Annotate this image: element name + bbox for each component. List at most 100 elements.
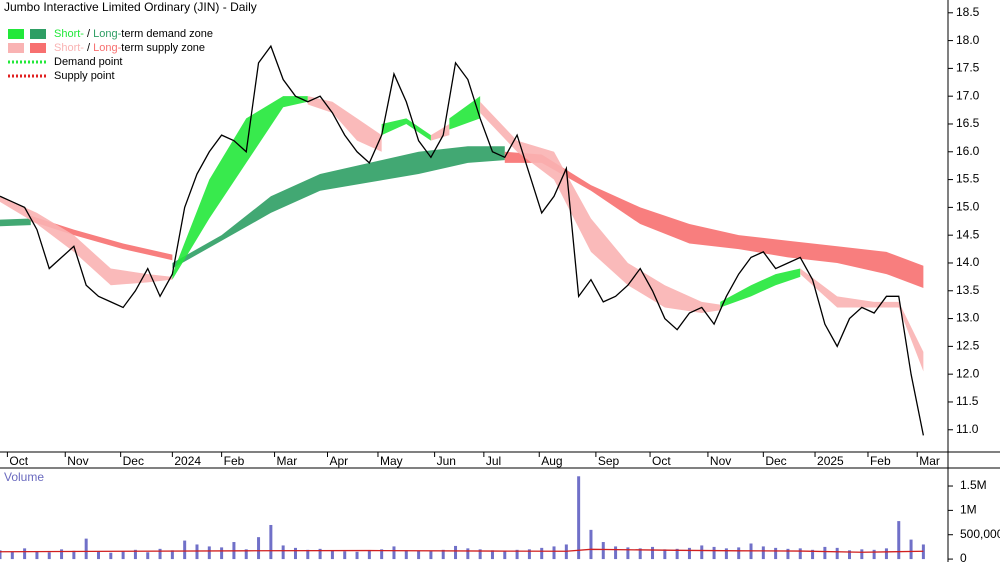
volume-average — [0, 548, 924, 553]
volume-bar — [909, 539, 913, 560]
volume-bar — [72, 550, 76, 560]
volume-bar — [84, 538, 88, 560]
y-tick-label: 12.5 — [956, 339, 980, 353]
volume-bar — [170, 550, 174, 560]
y-tick-label: 16.5 — [956, 116, 980, 130]
volume-bar — [195, 544, 199, 560]
volume-bar — [884, 548, 888, 560]
volume-bar — [724, 548, 728, 560]
x-tick-label: 2024 — [174, 454, 201, 468]
axes: 11.0 11.5 12.0 12.5 13.0 13.5 14.0 14.5 15.0 15.5… — [6, 5, 1000, 562]
volume-title: Volume — [4, 470, 44, 484]
y-tick-label: 18.0 — [956, 33, 980, 47]
y-tick-label: 13.0 — [956, 311, 980, 325]
legend-entry: Short- / Long-term demand zone — [54, 28, 213, 40]
legend-text: Demand point — [54, 56, 123, 68]
volume-bar — [577, 476, 581, 560]
volume-bar — [441, 549, 445, 560]
volume-bar — [343, 551, 347, 560]
volume-bar — [737, 547, 741, 560]
volume-bar — [96, 551, 100, 560]
legend-entry: Short- / Long-term supply zone — [54, 42, 205, 54]
volume-bar — [47, 552, 51, 560]
legend-entry: Supply point — [54, 70, 115, 82]
volume-bar — [527, 549, 531, 560]
volume-bar — [207, 546, 211, 560]
y-tick-label: 13.5 — [956, 283, 980, 297]
zone — [449, 96, 481, 130]
x-tick-label: Jun — [437, 454, 456, 468]
volume-bar — [220, 547, 224, 560]
legend-text: / — [84, 28, 93, 40]
x-tick-label: Mar — [919, 454, 940, 468]
volume-bar — [306, 549, 310, 560]
volume-bar — [380, 549, 384, 560]
legend-text: Long- — [93, 42, 121, 54]
y-tick-label: 14.0 — [956, 255, 980, 269]
zone — [381, 118, 431, 141]
volume-bar — [454, 545, 458, 560]
legend: Short- / Long-term demand zone Short- / L… — [8, 28, 213, 82]
zone — [480, 101, 721, 314]
x-tick-label: Jul — [486, 454, 501, 468]
chart-title: Jumbo Interactive Limited Ordinary (JIN)… — [4, 0, 257, 14]
zone — [172, 146, 505, 269]
volume-bar — [10, 551, 14, 560]
y-tick-label: 16.0 — [956, 144, 980, 158]
volume-bar — [835, 547, 839, 560]
x-tick-label: Feb — [224, 454, 245, 468]
volume-bar — [404, 550, 408, 560]
zone — [0, 196, 173, 286]
volume-bar — [478, 549, 482, 560]
y-tick-label: 12.0 — [956, 366, 980, 380]
price-layer — [0, 44, 925, 436]
volume-bar — [109, 552, 113, 560]
y-tick-label: 15.5 — [956, 172, 980, 186]
x-tick-label: 2025 — [817, 454, 844, 468]
legend-text: / — [84, 42, 93, 54]
volume-bar — [269, 524, 273, 560]
legend-swatch — [8, 29, 24, 39]
x-tick-label: Dec — [123, 454, 144, 468]
volume-bar — [712, 546, 716, 560]
zone — [0, 218, 31, 227]
volume-bar — [589, 529, 593, 560]
y-tick-label: 0 — [960, 551, 967, 562]
volume-bar — [651, 546, 655, 560]
volume-bar — [281, 545, 285, 560]
legend-text: term demand zone — [121, 28, 213, 40]
x-tick-label: Nov — [710, 454, 731, 468]
volume-bar — [158, 548, 162, 560]
volume-bar — [23, 548, 27, 560]
volume-bar — [614, 546, 618, 560]
volume-bar — [257, 537, 261, 560]
legend-swatch — [30, 29, 46, 39]
volume-bar — [515, 549, 519, 560]
volume-bar — [183, 540, 187, 560]
x-tick-label: Sep — [598, 454, 620, 468]
y-tick-label: 17.5 — [956, 61, 980, 75]
zones — [0, 96, 924, 372]
zone — [720, 268, 801, 308]
volume-bar — [601, 542, 605, 560]
legend-swatch — [8, 43, 24, 53]
y-tick-label: 14.5 — [956, 227, 980, 241]
volume-bar — [626, 547, 630, 560]
x-tick-label: Nov — [67, 454, 88, 468]
volume-bar — [848, 550, 852, 560]
volume-bar — [133, 549, 137, 560]
volume-bar — [700, 545, 704, 560]
volume-bar — [774, 547, 778, 560]
x-tick-label: May — [380, 454, 403, 468]
x-tick-label: Aug — [541, 454, 562, 468]
volume-bar — [811, 549, 815, 560]
legend-entry: Demand point — [54, 56, 123, 68]
y-tick-label: 15.0 — [956, 200, 980, 214]
x-tick-label: Oct — [652, 454, 671, 468]
volume-bar — [392, 546, 396, 560]
volume-bar — [417, 550, 421, 560]
volume-bar — [60, 549, 64, 560]
volume-bar — [503, 551, 507, 560]
zone — [172, 96, 308, 280]
x-tick-label: Oct — [9, 454, 28, 468]
